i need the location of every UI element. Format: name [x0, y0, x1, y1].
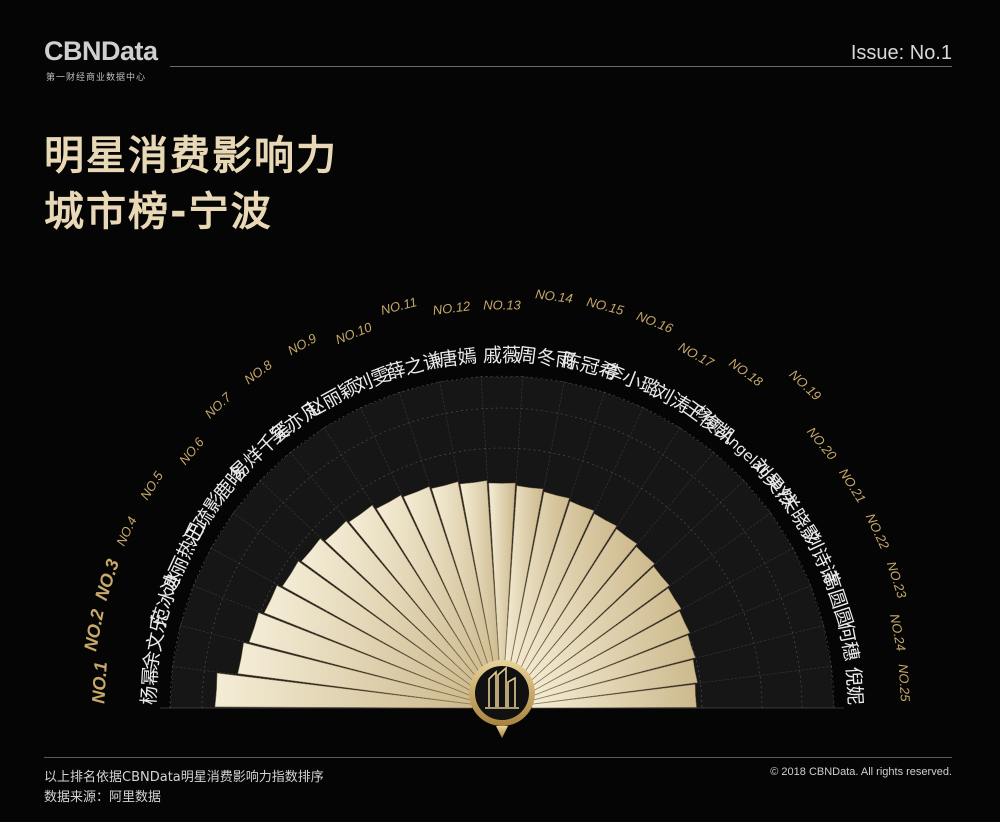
title-line-2: 城市榜-宁波: [44, 189, 273, 235]
issue-label: Issue: No.1: [850, 42, 952, 64]
rank-label: NO.25: [896, 663, 913, 702]
rank-label: NO.11: [379, 294, 418, 318]
center-emblem: [469, 660, 535, 738]
title-line-1: 明星消费影响力: [44, 133, 338, 179]
header-divider: [170, 66, 952, 67]
rank-label: NO.15: [585, 294, 626, 318]
building-icon: [485, 666, 519, 709]
category-label: 高圆圆: [818, 569, 857, 630]
rank-label: NO.8: [241, 357, 275, 387]
rank-label: NO.17: [676, 339, 717, 371]
category-label: 倪妮: [842, 666, 866, 705]
rank-label: NO.6: [176, 434, 207, 468]
rank-label: NO.7: [202, 389, 235, 421]
rank-label: NO.9: [285, 330, 319, 358]
rank-label: NO.1: [88, 661, 111, 704]
category-label: 戚薇: [483, 345, 521, 367]
category-label: 唐嫣: [438, 345, 478, 372]
rank-label: NO.20: [804, 424, 840, 463]
category-label: 杨幂: [138, 666, 162, 705]
footer-note: 以上排名依据CBNData明星消费影响力指数排序: [44, 770, 324, 785]
rank-label: NO.18: [726, 355, 766, 390]
footer-divider: [44, 757, 952, 758]
category-label: 薛之谦: [384, 349, 445, 384]
footer-source: 数据来源：阿里数据: [44, 790, 162, 805]
rank-label: NO.22: [863, 511, 893, 552]
rank-label: NO.19: [786, 367, 824, 404]
rank-label: NO.14: [534, 286, 573, 306]
page-title: 明星消费影响力 城市榜-宁波: [44, 128, 338, 240]
rank-label: NO.10: [333, 319, 374, 347]
rank-label: NO.5: [137, 468, 166, 502]
bars: [214, 480, 698, 709]
rank-label: NO.21: [836, 466, 869, 506]
rank-label: NO.4: [113, 514, 139, 548]
category-label: 何穗: [834, 621, 863, 662]
rank-label: NO.12: [432, 298, 472, 318]
rank-label: NO.16: [635, 308, 676, 336]
brand-subtitle: 第一财经商业数据中心: [46, 73, 147, 83]
emblem-pointer: [496, 726, 508, 738]
copyright: © 2018 CBNData. All rights reserved.: [770, 766, 952, 778]
rank-label: NO.3: [91, 557, 123, 603]
rank-label: NO.13: [483, 297, 521, 312]
rank-label: NO.24: [887, 613, 909, 653]
brand-logo: CBNData: [44, 36, 158, 66]
rank-label: NO.2: [80, 608, 108, 653]
grid-ring: [201, 407, 803, 709]
grid-ring: [169, 375, 835, 709]
emblem-core: [475, 666, 529, 720]
rank-label: NO.23: [884, 560, 910, 601]
